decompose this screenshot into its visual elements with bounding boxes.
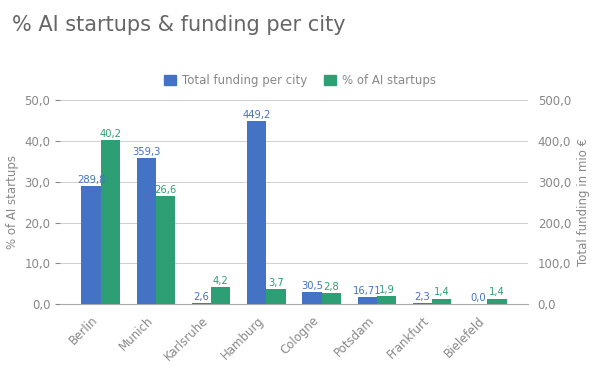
Text: 3,7: 3,7 <box>268 278 284 288</box>
Bar <box>211 287 230 304</box>
Bar <box>358 298 377 304</box>
Bar <box>156 196 175 304</box>
Y-axis label: % of AI startups: % of AI startups <box>6 155 19 249</box>
Text: 2,3: 2,3 <box>415 292 430 302</box>
Text: 26,6: 26,6 <box>154 185 176 195</box>
Text: 30,5: 30,5 <box>301 281 323 291</box>
Text: 1,9: 1,9 <box>379 285 394 295</box>
Text: 1,4: 1,4 <box>434 288 449 298</box>
Bar <box>322 293 341 304</box>
Text: 4,2: 4,2 <box>213 276 229 286</box>
Bar <box>377 296 396 304</box>
Text: 0,0: 0,0 <box>470 293 485 303</box>
Bar <box>413 303 432 304</box>
Bar <box>101 140 120 304</box>
Bar <box>432 299 451 304</box>
Text: 16,71: 16,71 <box>353 286 382 296</box>
Text: 289,8: 289,8 <box>77 175 105 185</box>
Text: 359,3: 359,3 <box>132 147 160 157</box>
Y-axis label: Total funding in mio €: Total funding in mio € <box>577 138 590 266</box>
Bar <box>487 299 507 304</box>
Legend: Total funding per city, % of AI startups: Total funding per city, % of AI startups <box>159 69 441 91</box>
Bar <box>192 303 211 304</box>
Text: 2,8: 2,8 <box>323 282 339 292</box>
Text: 1,4: 1,4 <box>489 288 505 298</box>
Text: 40,2: 40,2 <box>99 129 121 139</box>
Bar <box>247 121 266 304</box>
Bar <box>81 186 101 304</box>
Bar <box>266 289 286 304</box>
Bar <box>137 158 156 304</box>
Bar <box>302 292 322 304</box>
Text: 449,2: 449,2 <box>242 110 271 120</box>
Text: % AI startups & funding per city: % AI startups & funding per city <box>12 15 346 35</box>
Text: 2,6: 2,6 <box>194 292 209 302</box>
